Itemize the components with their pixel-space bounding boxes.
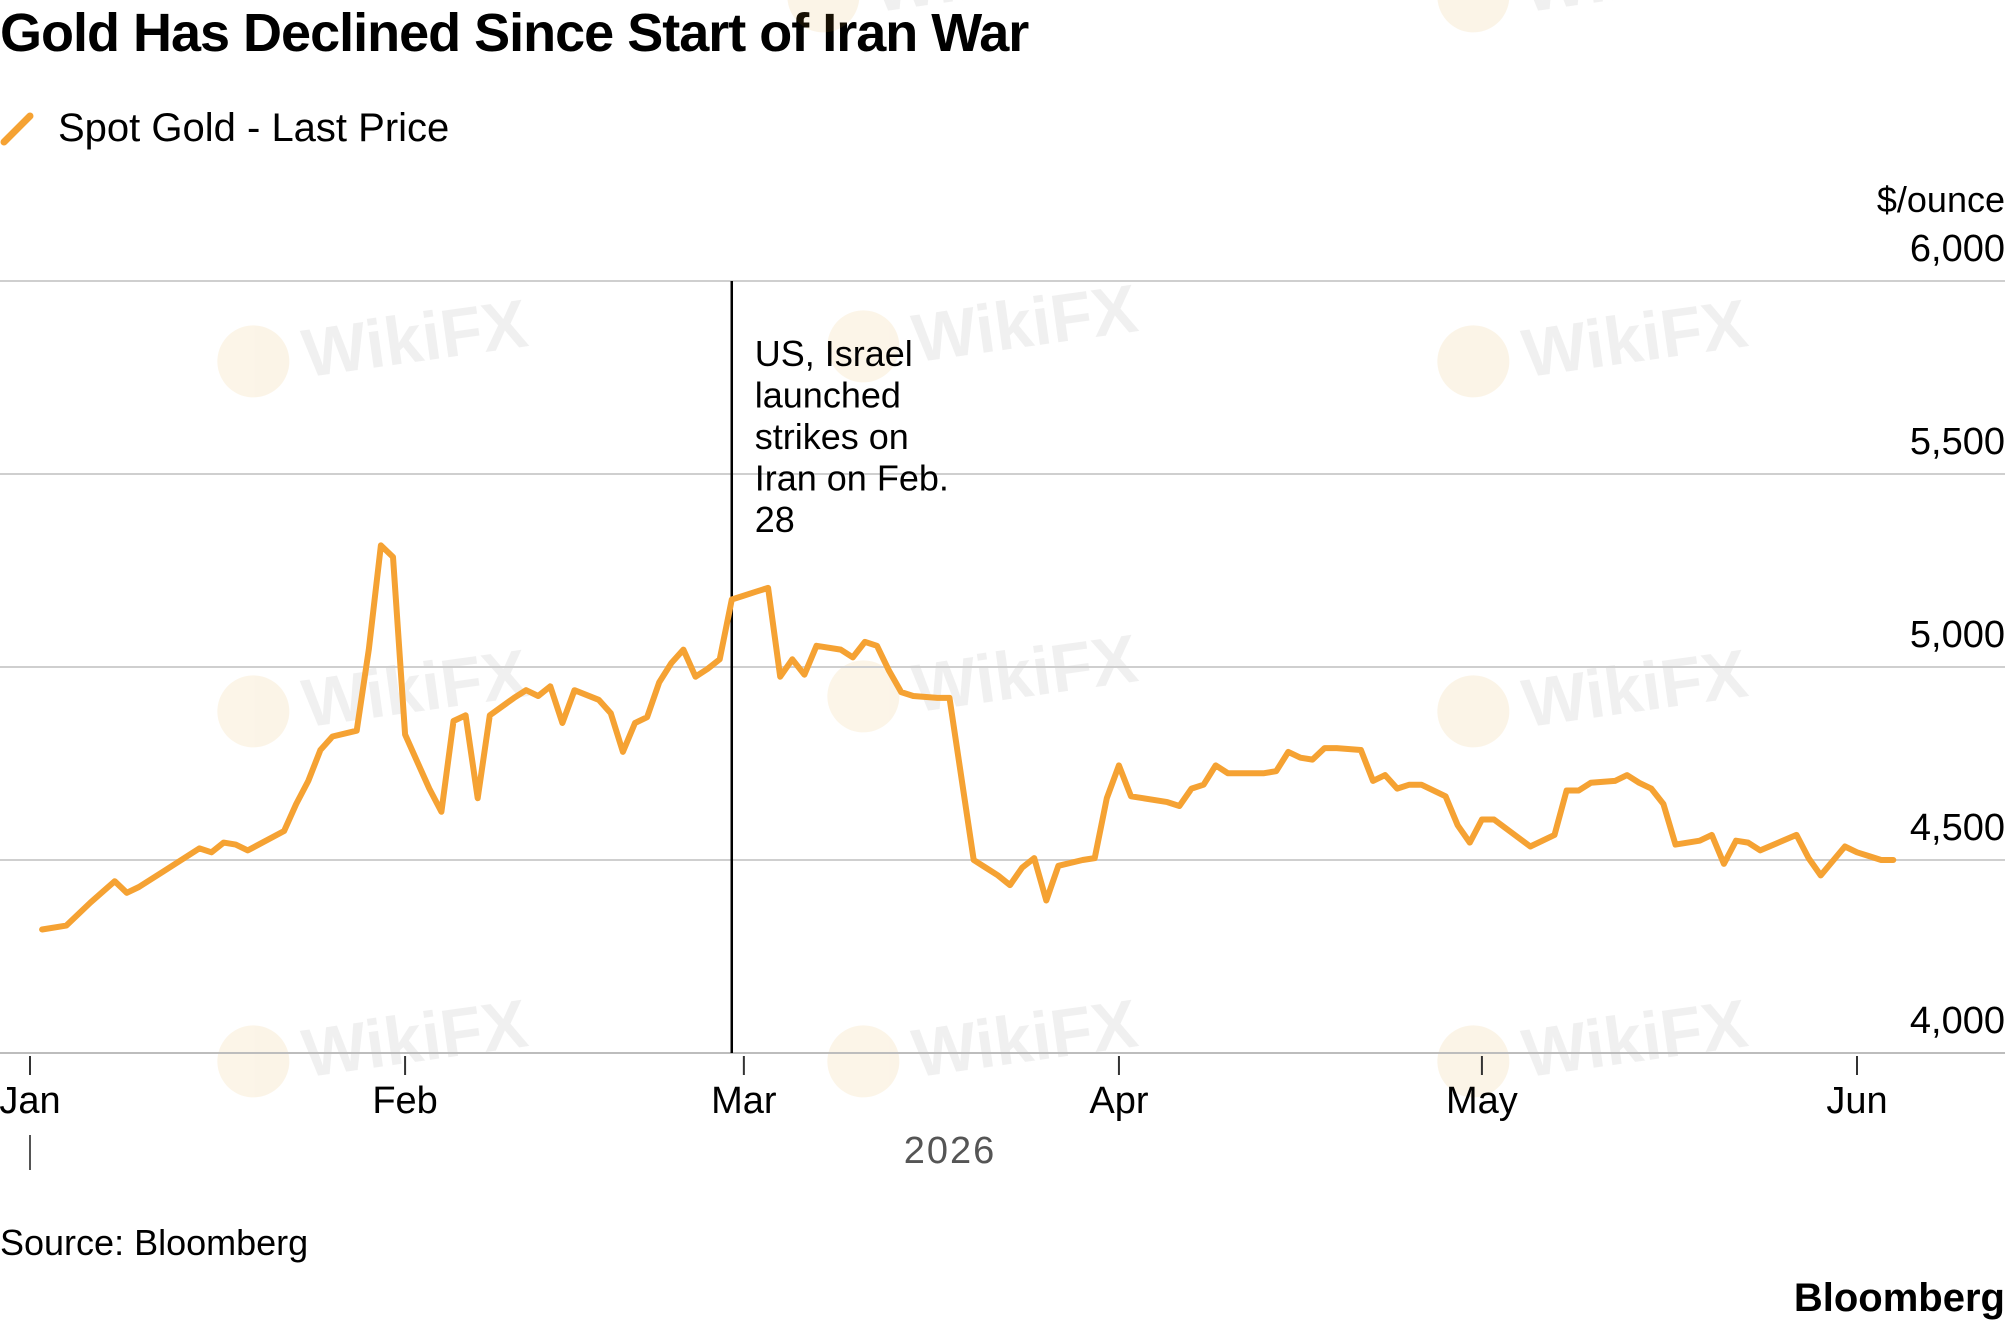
watermark-logo-icon bbox=[1437, 0, 1510, 33]
x-tick-label: Feb bbox=[372, 1080, 437, 1122]
watermark-logo-icon bbox=[1437, 325, 1510, 398]
watermark-text: WikiFX bbox=[298, 985, 532, 1092]
x-year-label: 2026 bbox=[904, 1130, 997, 1172]
annotation-text: US, Israel bbox=[755, 333, 913, 374]
watermark: WikiFX bbox=[1437, 0, 1752, 33]
y-tick-label: 4,500 bbox=[1910, 807, 2005, 849]
x-tick-label: Jan bbox=[0, 1080, 61, 1122]
watermark-logo-icon bbox=[217, 675, 290, 748]
annotation-text: strikes on bbox=[755, 416, 909, 457]
watermark-text: WikiFX bbox=[908, 985, 1142, 1092]
watermark-text: WikiFX bbox=[868, 0, 1102, 27]
watermark-logo-icon bbox=[217, 325, 290, 398]
watermark: WikiFX bbox=[787, 0, 1102, 33]
watermark-logo-icon bbox=[787, 0, 860, 33]
watermark-text: WikiFX bbox=[1518, 985, 1752, 1092]
x-tick-label: Jun bbox=[1826, 1080, 1887, 1122]
x-tick-label: May bbox=[1446, 1080, 1518, 1122]
annotation-text: launched bbox=[755, 375, 901, 416]
legend: Spot Gold - Last Price bbox=[0, 98, 449, 158]
legend-line-mark bbox=[0, 112, 34, 146]
annotation-text: Iran on Feb. bbox=[755, 458, 949, 499]
legend-line-icon bbox=[0, 112, 34, 146]
watermark-logo-icon bbox=[1437, 1025, 1510, 1098]
watermark-text: WikiFX bbox=[298, 635, 532, 742]
y-tick-label: 5,000 bbox=[1910, 614, 2005, 656]
source-note: Source: Bloomberg bbox=[0, 1222, 309, 1263]
watermark: WikiFX bbox=[1437, 635, 1752, 748]
brand-logo: Bloomberg bbox=[1793, 1276, 2005, 1320]
chart-title: Gold Has Declined Since Start of Iran Wa… bbox=[0, 3, 1029, 63]
y-tick-label: 5,500 bbox=[1910, 421, 2005, 463]
y-tick-label: 4,000 bbox=[1910, 1000, 2005, 1042]
watermark-logo-icon bbox=[827, 310, 900, 383]
x-tick-label: Apr bbox=[1089, 1080, 1148, 1122]
series-line-spot-gold bbox=[39, 542, 1897, 933]
y-tick-label: 6,000 bbox=[1910, 228, 2005, 270]
watermark-text: WikiFX bbox=[908, 270, 1142, 377]
watermark-text: WikiFX bbox=[1518, 285, 1752, 392]
watermark-logo-icon bbox=[1437, 675, 1510, 748]
watermark-text: WikiFX bbox=[298, 285, 532, 392]
watermark-text: WikiFX bbox=[908, 620, 1142, 727]
watermark: WikiFX bbox=[827, 620, 1142, 733]
watermark-text: WikiFX bbox=[1518, 635, 1752, 742]
x-tick-label: Mar bbox=[711, 1080, 777, 1122]
watermark-logo-icon bbox=[827, 1025, 900, 1098]
watermark-text: WikiFX bbox=[1518, 0, 1752, 27]
y-axis-unit-label: $/ounce bbox=[1877, 179, 2005, 220]
legend-label: Spot Gold - Last Price bbox=[58, 105, 450, 150]
annotation-text: 28 bbox=[755, 499, 795, 540]
watermark-logo-icon bbox=[217, 1025, 290, 1098]
watermark: WikiFX bbox=[217, 285, 532, 398]
watermark-logo-icon bbox=[827, 660, 900, 733]
watermark: WikiFX bbox=[1437, 285, 1752, 398]
